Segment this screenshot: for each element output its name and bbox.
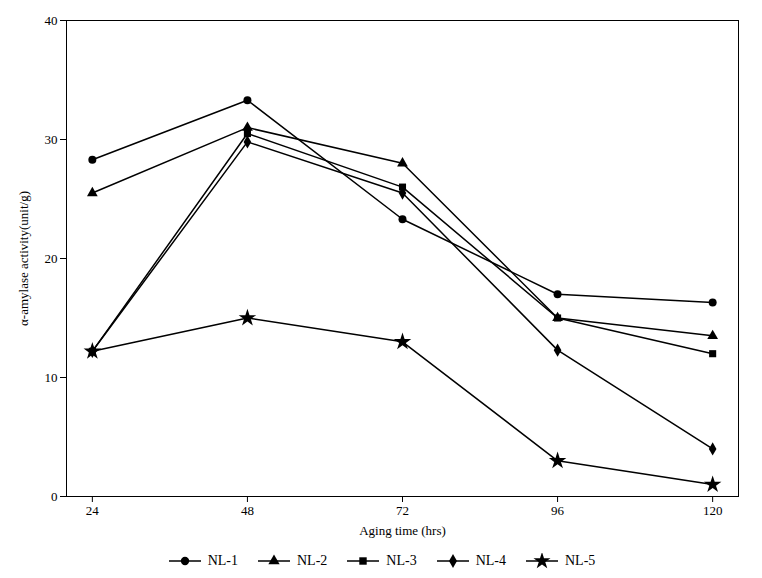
svg-text:72: 72 bbox=[396, 503, 409, 518]
svg-text:24: 24 bbox=[86, 503, 100, 518]
html-text:NL-5: NL-5 bbox=[565, 553, 596, 568]
svg-text:40: 40 bbox=[45, 13, 58, 28]
html-text:NL-3: NL-3 bbox=[386, 553, 417, 568]
html-text:NL-2: NL-2 bbox=[297, 553, 328, 568]
svg-text:96: 96 bbox=[551, 503, 565, 518]
svg-text:α-amylase activity(unit/g): α-amylase activity(unit/g) bbox=[16, 191, 31, 326]
svg-text:120: 120 bbox=[703, 503, 723, 518]
html-text:NL-1: NL-1 bbox=[207, 553, 238, 568]
svg-text:0: 0 bbox=[51, 489, 58, 504]
svg-text:48: 48 bbox=[241, 503, 254, 518]
svg-text:30: 30 bbox=[45, 132, 58, 147]
svg-text:20: 20 bbox=[45, 251, 58, 266]
svg-text:Aging time (hrs): Aging time (hrs) bbox=[359, 523, 446, 538]
html-text:NL-4: NL-4 bbox=[475, 553, 506, 568]
svg-text:10: 10 bbox=[45, 370, 58, 385]
